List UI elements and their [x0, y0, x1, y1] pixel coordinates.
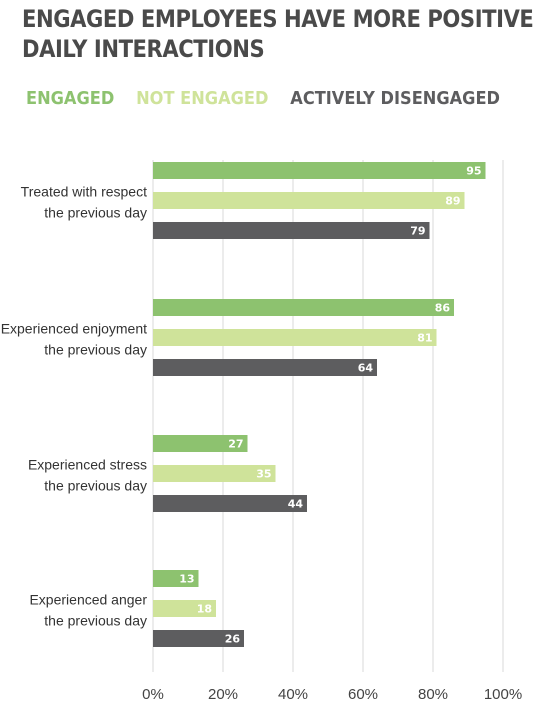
x-tick-label-4: 80%: [418, 686, 448, 703]
legend-engaged: ENGAGED: [26, 88, 115, 109]
chart-title-line-1: ENGAGED EMPLOYEES HAVE MORE POSITIVE: [22, 5, 534, 33]
chart-legend: ENGAGED NOT ENGAGED ACTIVELY DISENGAGED: [26, 88, 500, 109]
bar-3-1: [153, 600, 216, 617]
bar-1-0: [153, 299, 454, 316]
category-label-0-1: the previous day: [44, 205, 147, 221]
bar-0-1: [153, 192, 465, 209]
data-label-0-2: 79: [410, 225, 425, 238]
x-tick-label-2: 40%: [278, 686, 308, 703]
bar-2-0: [153, 435, 248, 452]
bar-0-2: [153, 222, 430, 239]
category-label-3-0: Experienced anger: [29, 592, 147, 608]
data-label-3-2: 26: [225, 633, 241, 646]
bar-2-2: [153, 495, 307, 512]
category-label-1-1: the previous day: [44, 342, 147, 358]
category-label-0-0: Treated with respect: [21, 184, 147, 200]
bar-3-2: [153, 630, 244, 647]
bar-3-0: [153, 570, 199, 587]
chart-title-line-2: DAILY INTERACTIONS: [22, 35, 265, 63]
data-label-2-0: 27: [228, 438, 243, 451]
category-label-3-1: the previous day: [44, 613, 147, 629]
category-label-2-1: the previous day: [44, 478, 147, 494]
data-label-2-1: 35: [256, 468, 271, 481]
data-label-1-2: 64: [358, 362, 374, 375]
x-tick-label-0: 0%: [142, 686, 164, 703]
legend-actively-disengaged: ACTIVELY DISENGAGED: [290, 88, 500, 109]
data-label-3-0: 13: [179, 573, 194, 586]
data-label-1-0: 86: [435, 302, 451, 315]
data-label-0-0: 95: [466, 165, 481, 178]
category-label-1-0: Experienced enjoyment: [1, 321, 147, 337]
data-label-3-1: 18: [197, 603, 212, 616]
data-label-0-1: 89: [445, 195, 460, 208]
bar-0-0: [153, 162, 486, 179]
data-label-1-1: 81: [417, 332, 432, 345]
chart-title: ENGAGED EMPLOYEES HAVE MORE POSITIVE DAI…: [22, 4, 534, 64]
x-tick-label-5: 100%: [484, 686, 522, 703]
x-tick-label-3: 60%: [348, 686, 378, 703]
bar-2-1: [153, 465, 276, 482]
legend-not-engaged: NOT ENGAGED: [136, 88, 269, 109]
x-tick-label-1: 20%: [208, 686, 238, 703]
data-label-2-2: 44: [288, 498, 304, 511]
bar-1-1: [153, 329, 437, 346]
category-label-2-0: Experienced stress: [28, 457, 147, 473]
bar-1-2: [153, 359, 377, 376]
